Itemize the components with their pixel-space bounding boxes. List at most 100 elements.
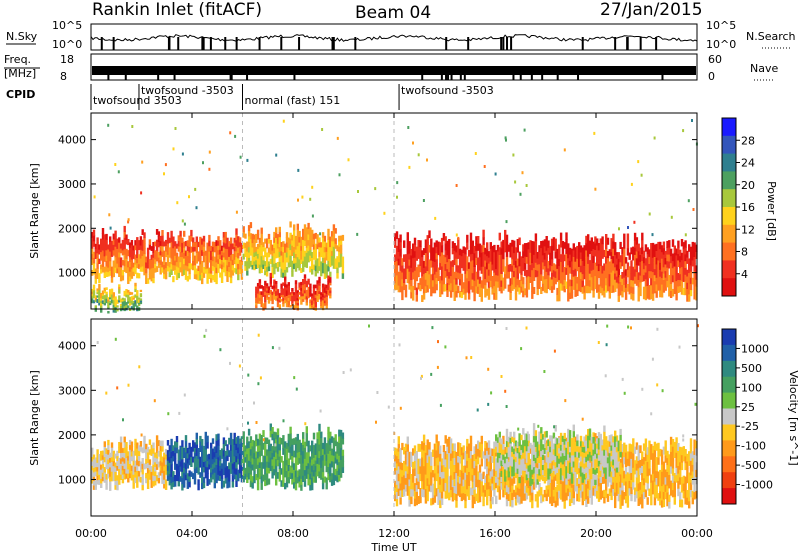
data-cell: [174, 246, 177, 252]
data-cell: [650, 482, 653, 491]
data-cell: [487, 488, 491, 497]
data-cell: [323, 257, 327, 263]
data-cell: [314, 454, 317, 461]
data-cell: [123, 290, 126, 294]
data-cell: [522, 250, 525, 258]
data-cell: [118, 297, 121, 301]
data-cell: [669, 480, 673, 489]
data-cell: [671, 489, 675, 498]
data-cell: [264, 270, 267, 276]
data-cell: [164, 267, 168, 274]
data-cell: [329, 256, 332, 263]
data-cell: [186, 275, 189, 282]
data-cell: [222, 437, 226, 445]
data-cell: [109, 289, 112, 292]
data-cell: [294, 290, 298, 295]
data-cell: [469, 435, 473, 444]
data-cell: [92, 235, 96, 242]
data-cell: [633, 268, 637, 277]
data-cell: [105, 239, 108, 245]
data-cell: [689, 258, 693, 266]
data-cell: [554, 277, 557, 285]
data-cell: [458, 483, 462, 491]
data-cell: [588, 489, 592, 498]
data-cell: [242, 443, 245, 451]
data-cell: [451, 285, 455, 293]
data-cell: [271, 300, 274, 305]
data-cell: [265, 292, 269, 296]
data-cell: [422, 273, 426, 281]
data-cell: [206, 242, 209, 249]
data-cell: [473, 245, 476, 254]
data-cell: [583, 265, 586, 273]
data-cell: [110, 277, 114, 283]
data-cell: [110, 240, 114, 247]
data-cell: [686, 250, 689, 258]
data-cell: [107, 311, 110, 314]
data-cell: [300, 460, 303, 467]
data-cell: [128, 302, 132, 306]
data-cell: [155, 255, 159, 262]
data-cell: [578, 467, 581, 475]
data-cell: [192, 440, 195, 447]
data-cell: [686, 257, 689, 264]
data-cell: [195, 236, 198, 243]
data-cell: [222, 251, 226, 258]
data-cell: [592, 276, 595, 284]
data-cell: [404, 272, 408, 280]
data-cell: [329, 246, 332, 253]
data-cell: [522, 277, 525, 285]
data-cell: [275, 237, 278, 244]
data-cell: [166, 243, 170, 250]
data-cell: [624, 481, 628, 489]
data-cell: [107, 463, 110, 469]
data-cell: [341, 432, 345, 439]
data-cell: [280, 246, 283, 252]
data-cell: [424, 445, 428, 453]
data-cell: [541, 240, 545, 249]
data-cell: [300, 268, 303, 273]
data-cell: [321, 299, 325, 304]
data-cell: [100, 295, 103, 299]
data-cell: [128, 291, 132, 295]
data-cell: [285, 247, 289, 253]
data-cell: [561, 277, 565, 285]
data-cell: [107, 244, 110, 250]
data-cell: [413, 445, 417, 454]
data-cell: [302, 298, 305, 302]
data-cell: [256, 451, 260, 459]
data-cell: [401, 292, 404, 301]
data-cell: [395, 498, 399, 507]
data-cell: [297, 198, 299, 202]
data-cell: [307, 222, 310, 229]
data-cell: [107, 444, 110, 450]
data-cell: [397, 278, 400, 286]
data-cell: [139, 240, 143, 246]
data-cell: [410, 267, 413, 274]
data-cell: [596, 258, 599, 266]
data-cell: [329, 277, 332, 281]
data-cell: [125, 239, 128, 245]
data-cell: [318, 450, 321, 458]
data-cell: [581, 497, 584, 506]
data-cell: [148, 269, 152, 275]
data-cell: [444, 482, 447, 491]
data-cell: [484, 266, 487, 273]
data-cell: [473, 252, 476, 261]
data-cell: [659, 469, 662, 478]
data-cell: [309, 456, 312, 463]
data-cell: [630, 279, 633, 287]
data-cell: [159, 445, 162, 451]
data-cell: [199, 435, 202, 442]
data-cell: [623, 492, 626, 500]
data-cell: [269, 279, 272, 284]
data-cell: [653, 250, 657, 257]
data-cell: [134, 264, 137, 270]
data-cell: [442, 484, 446, 492]
data-cell: [298, 242, 301, 249]
data-cell: [269, 450, 272, 458]
data-cell: [682, 288, 685, 296]
data-cell: [312, 432, 316, 440]
data-cell: [585, 476, 588, 485]
data-cell: [596, 272, 599, 280]
